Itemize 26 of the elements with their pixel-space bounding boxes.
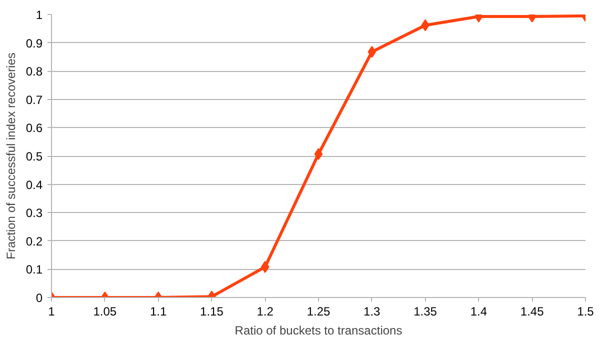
y-axis-title: Fraction of successful index recoveries (4, 52, 18, 260)
x-tick-label: 1.05 (93, 304, 117, 318)
x-tick-label: 1.25 (306, 304, 331, 318)
y-tick-label: 1 (36, 8, 43, 22)
y-tick-label: 0.8 (26, 64, 43, 79)
x-tick-label: 1.45 (520, 304, 544, 318)
x-tick-label: 1.2 (256, 304, 274, 318)
x-tick-label: 1.35 (414, 304, 438, 318)
y-tick-label: 0.4 (26, 178, 43, 192)
y-tick-label: 0.2 (26, 234, 43, 248)
y-tick-label: 0.6 (26, 121, 43, 136)
y-tick-label: 0.5 (26, 150, 43, 164)
x-tick-label: 1 (48, 304, 56, 318)
y-tick-label: 0.9 (26, 36, 43, 50)
x-axis-title: Ratio of buckets to transactions (234, 324, 402, 338)
y-tick-label: 0.3 (26, 206, 43, 220)
x-tick-label: 1.5 (577, 304, 594, 318)
y-tick-label: 0 (36, 291, 43, 305)
y-tick-label: 0.1 (26, 262, 43, 277)
x-tick-label: 1.1 (150, 304, 167, 318)
point (368, 46, 376, 58)
x-tick-label: 1.3 (364, 304, 381, 318)
x-tick-label: 1.15 (200, 304, 224, 318)
y-tick-label: 0.7 (26, 92, 43, 107)
point (314, 148, 323, 160)
x-tick-label: 1.4 (470, 304, 488, 318)
